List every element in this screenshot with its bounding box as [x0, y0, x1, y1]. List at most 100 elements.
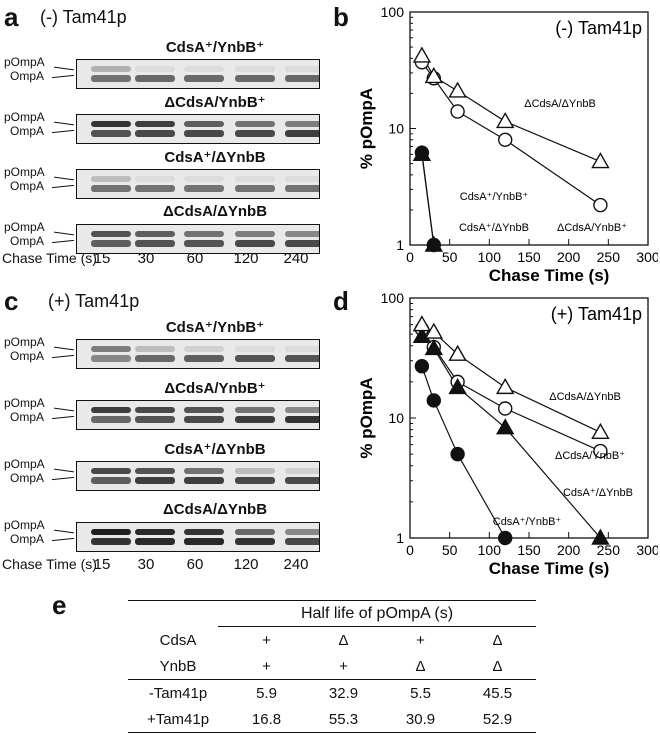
blot-title-c-3: ΔCdsA/ΔYnbB: [162, 501, 268, 518]
lane-tick-bottom-a-0: [52, 74, 74, 79]
x-tick-label: 150: [517, 249, 541, 265]
band-ompa-a-3-4: [285, 240, 319, 247]
lane-label-pompa-c-0: pOmpA: [4, 335, 45, 349]
band-pompa-c-0-2: [184, 346, 224, 352]
band-ompa-c-1-4: [285, 416, 319, 423]
table-row-label: CdsA: [159, 631, 197, 649]
chase-time-a-0: 15: [93, 250, 111, 267]
band-ompa-a-3-1: [135, 240, 175, 247]
lane-label-pompa-a-0: pOmpA: [4, 55, 45, 69]
lane-label-pompa-a-2: pOmpA: [4, 165, 45, 179]
blot-title-c-0: CdsA⁺/YnbB⁺: [165, 319, 265, 336]
band-pompa-a-0-2: [184, 66, 224, 72]
chase-time-c-0: 15: [93, 556, 111, 573]
band-ompa-a-2-0: [91, 185, 131, 192]
y-tick-label: 100: [381, 290, 405, 306]
lane-label-ompa-c-0: OmpA: [10, 349, 45, 363]
lane-label-pompa-c-3: pOmpA: [4, 518, 45, 532]
half-life-title: Half life of pOmpA (s): [218, 605, 536, 627]
table-row-label: -Tam41p: [148, 684, 208, 702]
band-ompa-c-1-0: [91, 416, 131, 423]
band-ompa-c-2-4: [285, 477, 319, 484]
table-cell: 55.3: [328, 710, 359, 728]
table-cell: 45.5: [482, 684, 513, 702]
lane-tick-bottom-a-2: [52, 184, 74, 189]
band-ompa-a-0-1: [135, 75, 175, 82]
panel-a-condition: (-) Tam41p: [40, 7, 127, 27]
band-ompa-c-3-4: [285, 538, 319, 545]
band-pompa-c-1-1: [135, 407, 175, 413]
point-1-4: [593, 443, 608, 459]
blot-title-a-3: ΔCdsA/ΔYnbB: [162, 203, 268, 220]
lane-tick-top-a-3: [54, 231, 74, 236]
series-annotation-0: ΔCdsA/ΔYnbB: [524, 98, 596, 110]
table-row: YnbB + + Δ Δ: [128, 653, 536, 680]
lane-tick-top-c-2: [54, 468, 74, 473]
band-pompa-a-2-0: [91, 176, 131, 182]
series-line-2: [421, 335, 601, 539]
point-3-0: [412, 46, 432, 63]
band-pompa-a-0-0: [91, 66, 131, 72]
chase-time-a-1: 30: [137, 250, 155, 267]
table-cell: Δ: [338, 631, 349, 649]
band-pompa-c-3-1: [135, 529, 175, 535]
band-ompa-a-0-0: [91, 75, 131, 82]
band-pompa-c-3-2: [184, 529, 224, 535]
chase-time-a-3: 120: [233, 250, 259, 267]
lane-tick-top-a-1: [54, 121, 74, 126]
band-pompa-a-3-0: [91, 231, 131, 237]
point-0-2: [450, 446, 465, 462]
table-row: +Tam41p 16.8 55.3 30.9 52.9: [128, 706, 536, 732]
band-ompa-a-1-0: [91, 130, 131, 137]
band-ompa-c-1-2: [184, 416, 224, 423]
x-tick-label: 250: [597, 542, 621, 558]
y-axis-title: % pOmpA: [357, 377, 376, 458]
point-3-3: [495, 112, 515, 129]
band-ompa-c-1-3: [235, 416, 275, 423]
y-tick-label: 1: [396, 530, 404, 546]
series-annotation-3: ΔCdsA/YnbB⁺: [557, 222, 627, 234]
chase-time-a-2: 60: [186, 250, 204, 267]
x-tick-label: 100: [478, 542, 502, 558]
series-annotation-1: ΔCdsA/YnbB⁺: [555, 450, 625, 462]
x-axis-title: Chase Time (s): [489, 266, 610, 285]
point-2-3: [495, 418, 515, 435]
x-tick-label: 0: [406, 249, 414, 265]
blot-image-c-2: [76, 461, 320, 491]
series-annotation-0: ΔCdsA/ΔYnbB: [549, 391, 621, 403]
series-annotation-2: CdsA⁺/ΔYnbB: [563, 487, 633, 499]
half-life-table-container: Half life of pOmpA (s) CdsA + Δ + Δ YnbB + + Δ Δ -…: [128, 600, 536, 733]
band-pompa-c-2-1: [135, 468, 175, 474]
series-line-2: [421, 154, 435, 246]
chase-time-a-4: 240: [283, 250, 309, 267]
panel-b-letter: b: [333, 2, 349, 32]
lane-tick-top-c-1: [54, 407, 74, 412]
table-row-label: YnbB: [159, 657, 197, 675]
band-pompa-a-2-4: [285, 176, 319, 182]
point-3-4: [591, 152, 610, 169]
blot-title-a-1: ΔCdsA/YnbB⁺: [164, 94, 266, 111]
lane-tick-bottom-a-1: [52, 129, 74, 134]
band-ompa-a-2-2: [184, 185, 224, 192]
point-3-2: [448, 344, 467, 361]
band-ompa-c-0-1: [135, 355, 175, 362]
table-cell: 16.8: [251, 710, 282, 728]
band-ompa-c-3-1: [135, 538, 175, 545]
chase-time-label-a: Chase Time (s): [2, 250, 97, 266]
panel-d-letter: d: [333, 286, 349, 316]
band-pompa-c-0-4: [285, 346, 319, 352]
table-cell: 5.5: [410, 684, 431, 702]
band-pompa-c-2-3: [235, 468, 275, 474]
y-axis-title: % pOmpA: [357, 88, 376, 169]
band-pompa-a-0-4: [285, 66, 319, 72]
y-tick-label: 10: [388, 121, 404, 137]
lane-label-pompa-a-3: pOmpA: [4, 220, 45, 234]
band-pompa-a-1-3: [235, 121, 275, 127]
band-pompa-a-3-2: [184, 231, 224, 237]
blot-image-a-3: [76, 224, 320, 254]
half-life-table: CdsA + Δ + Δ YnbB + + Δ Δ -Tam41p 5.9 32.9 5.5 45.5 +Ta…: [128, 627, 536, 732]
table-cell: +: [262, 657, 271, 675]
band-ompa-a-3-3: [235, 240, 275, 247]
blot-image-c-0: [76, 339, 320, 369]
